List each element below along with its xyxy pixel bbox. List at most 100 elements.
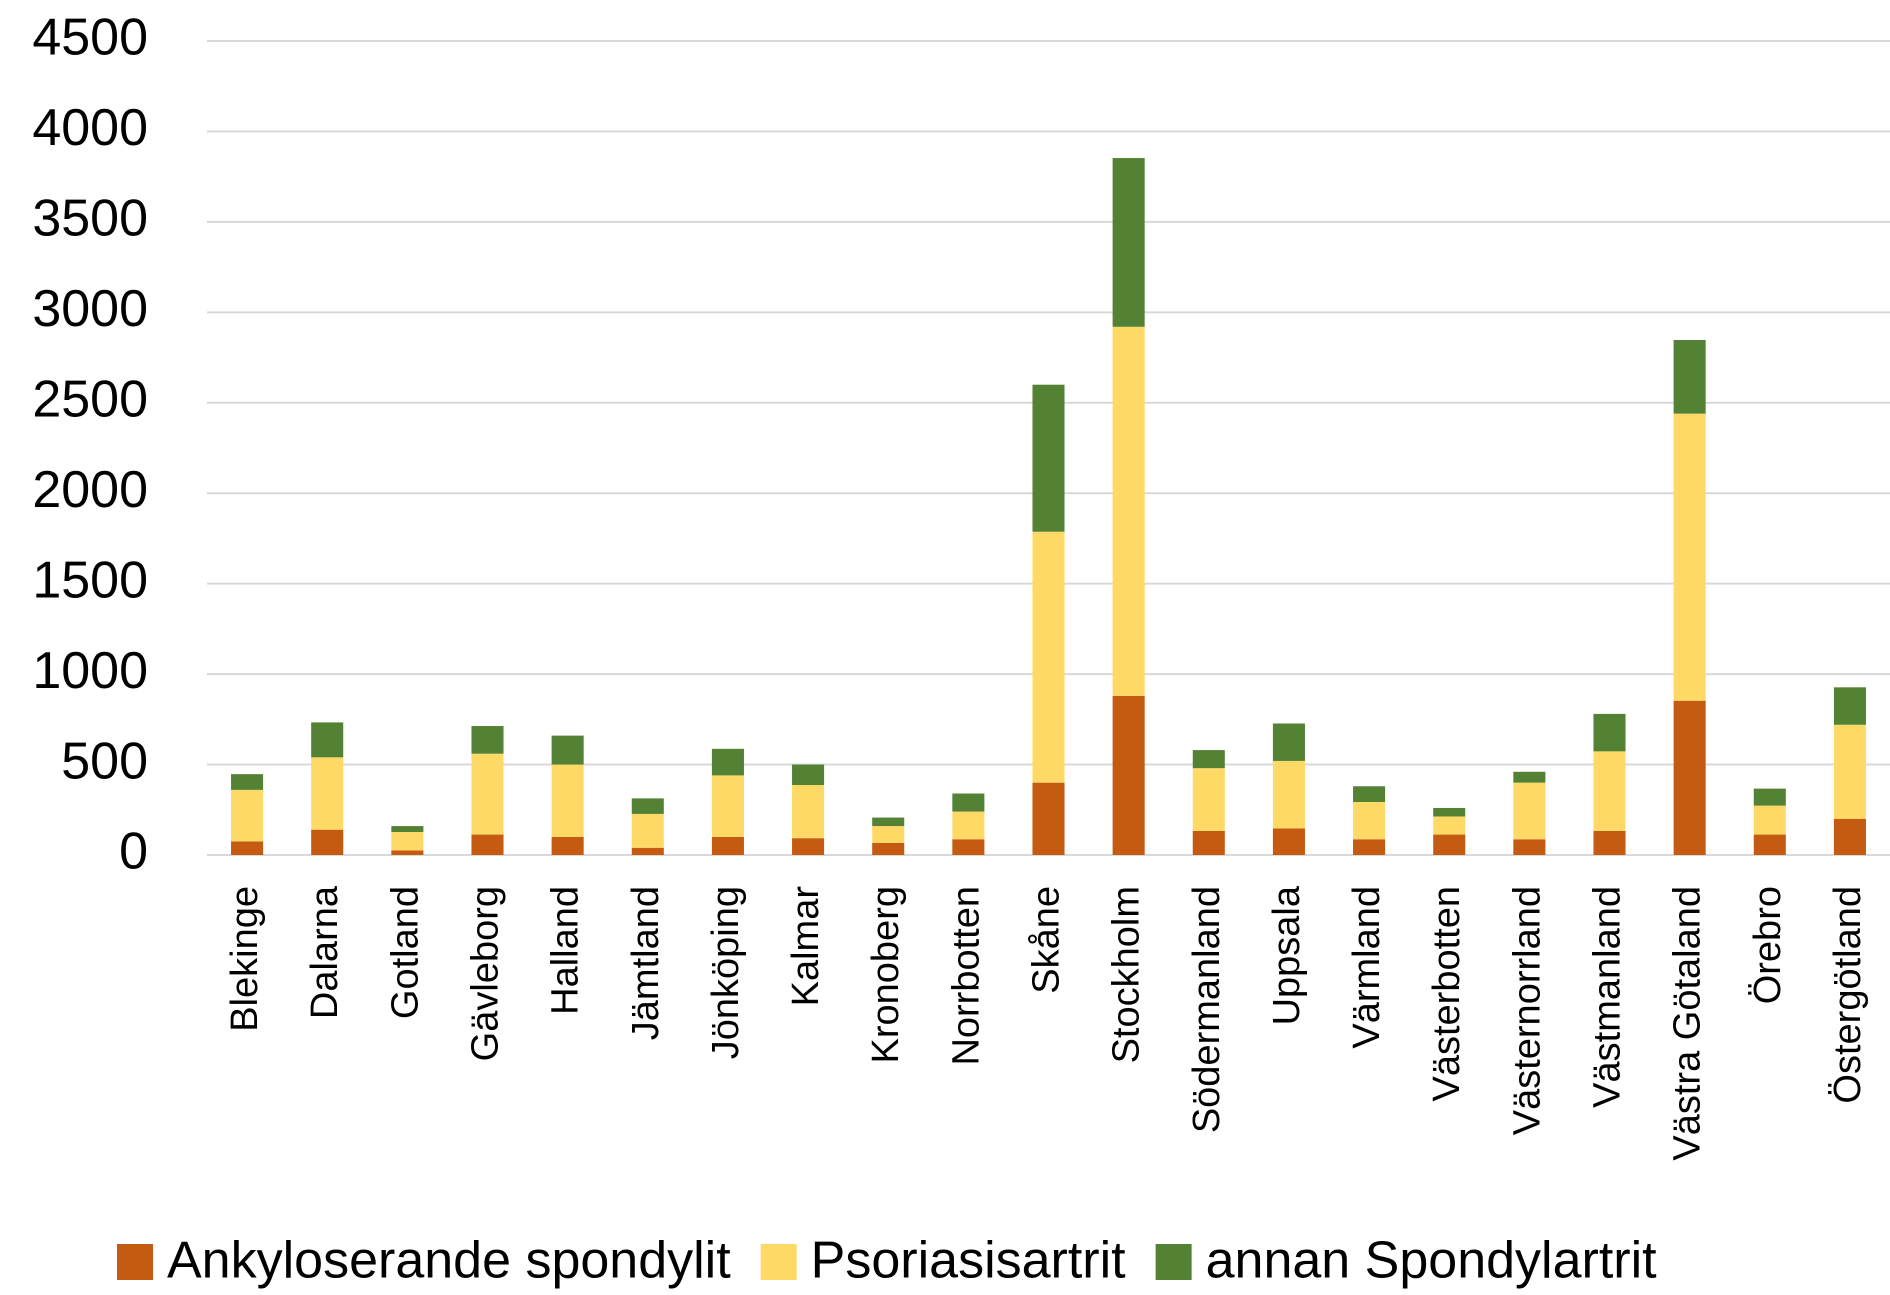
y-tick-label: 2500 — [32, 371, 148, 429]
bar-segment — [391, 832, 424, 851]
bar-segment — [792, 784, 825, 839]
bar-segment — [952, 793, 985, 812]
y-tick-label: 4500 — [32, 9, 148, 67]
bar-segment — [231, 789, 264, 842]
bar-segment — [1353, 801, 1386, 840]
bar-segment — [1753, 805, 1786, 835]
bar-segment — [391, 826, 424, 833]
bar-segment — [551, 836, 584, 855]
legend-label: annan Spondylartrit — [1206, 1232, 1658, 1290]
bar-segment — [952, 839, 985, 855]
bar-segment — [1192, 830, 1225, 855]
x-tick-label: Skåne — [1026, 886, 1068, 994]
bar-segment — [231, 841, 264, 855]
bar-segment — [631, 847, 664, 855]
x-tick-label: Jämtland — [625, 886, 667, 1040]
bar-segment — [1353, 786, 1386, 802]
x-tick-label: Värmland — [1346, 886, 1388, 1049]
x-tick-label: Gävleborg — [465, 886, 507, 1061]
bar-segment — [872, 826, 905, 843]
x-tick-label: Kronoberg — [865, 886, 907, 1063]
x-tick-label: Kalmar — [785, 886, 827, 1007]
x-tick-label: Halland — [545, 886, 587, 1015]
x-tick-label: Dalarna — [304, 885, 346, 1019]
x-tick-label: Örebro — [1747, 886, 1789, 1004]
bar-segment — [1753, 788, 1786, 806]
y-tick-label: 3500 — [32, 190, 148, 248]
bar-segment — [711, 836, 744, 855]
y-tick-label: 2000 — [32, 461, 148, 519]
bar-segment — [391, 850, 424, 855]
x-tick-label: Södermanland — [1186, 886, 1228, 1133]
y-tick-label: 1000 — [32, 642, 148, 700]
bar-segment — [631, 813, 664, 848]
x-tick-label: Västra Götaland — [1667, 886, 1709, 1161]
bar-segment — [1673, 413, 1706, 701]
bar-segment — [1433, 807, 1466, 817]
bar-segment — [631, 798, 664, 814]
bar-segment — [311, 722, 344, 758]
bar-segment — [1032, 384, 1065, 532]
bar-segment — [1272, 723, 1305, 761]
y-tick-label: 4000 — [32, 99, 148, 157]
bar-segment — [1032, 531, 1065, 783]
bar-segment — [1433, 834, 1466, 855]
bar-segment — [1833, 818, 1866, 855]
bar-segment — [1272, 828, 1305, 855]
bar-segment — [792, 838, 825, 855]
x-tick-label: Jönköping — [705, 886, 747, 1059]
legend-label: Psoriasisartrit — [811, 1232, 1126, 1290]
bar-segment — [792, 764, 825, 785]
bar-segment — [1112, 158, 1145, 327]
bar-segment — [1272, 760, 1305, 829]
bar-segment — [1673, 700, 1706, 855]
bar-segment — [872, 817, 905, 827]
bar-segment — [231, 774, 264, 790]
bar-segment — [1112, 695, 1145, 855]
bar-segment — [711, 775, 744, 837]
bar-segment — [1513, 782, 1546, 840]
bar-segment — [1032, 782, 1065, 855]
bar-segment — [711, 748, 744, 776]
bar-segment — [1593, 830, 1626, 855]
legend-swatch — [1155, 1244, 1192, 1280]
bar-segment — [1753, 834, 1786, 855]
bar-segment — [1593, 751, 1626, 831]
bar-segment — [1673, 340, 1706, 414]
x-tick-label: Gotland — [384, 886, 426, 1019]
bar-segment — [1192, 768, 1225, 831]
x-tick-label: Västmanland — [1587, 886, 1629, 1108]
y-tick-label: 1500 — [32, 551, 148, 609]
x-tick-label: Västernorrland — [1506, 886, 1548, 1135]
bar-segment — [311, 829, 344, 855]
bar-segment — [1513, 839, 1546, 855]
bar-segment — [1833, 724, 1866, 819]
bar-segment — [1112, 326, 1145, 696]
bar-segment — [471, 726, 504, 754]
x-tick-label: Östergötland — [1827, 886, 1869, 1104]
bar-segment — [551, 764, 584, 837]
bar-segment — [1593, 713, 1626, 752]
bar-segment — [1192, 750, 1225, 769]
legend-label: Ankyloserande spondylit — [167, 1232, 731, 1290]
bar-segment — [311, 757, 344, 830]
bar-segment — [872, 842, 905, 855]
y-tick-label: 0 — [119, 823, 148, 881]
x-tick-label: Västerbotten — [1426, 886, 1468, 1101]
bar-segment — [1513, 771, 1546, 783]
bar-segment — [1433, 816, 1466, 835]
y-tick-label: 500 — [61, 732, 148, 790]
bar-segment — [471, 753, 504, 835]
bar-segment — [1353, 839, 1386, 855]
x-tick-label: Norrbotten — [945, 886, 987, 1066]
bar-segment — [1833, 687, 1866, 725]
x-tick-label: Stockholm — [1106, 886, 1148, 1063]
legend-swatch — [760, 1244, 797, 1280]
legend-swatch — [117, 1244, 153, 1280]
bar-segment — [471, 834, 504, 855]
x-tick-label: Uppsala — [1266, 885, 1308, 1025]
bar-segment — [551, 735, 584, 765]
bar-segment — [952, 811, 985, 840]
x-tick-label: Blekinge — [224, 886, 266, 1032]
